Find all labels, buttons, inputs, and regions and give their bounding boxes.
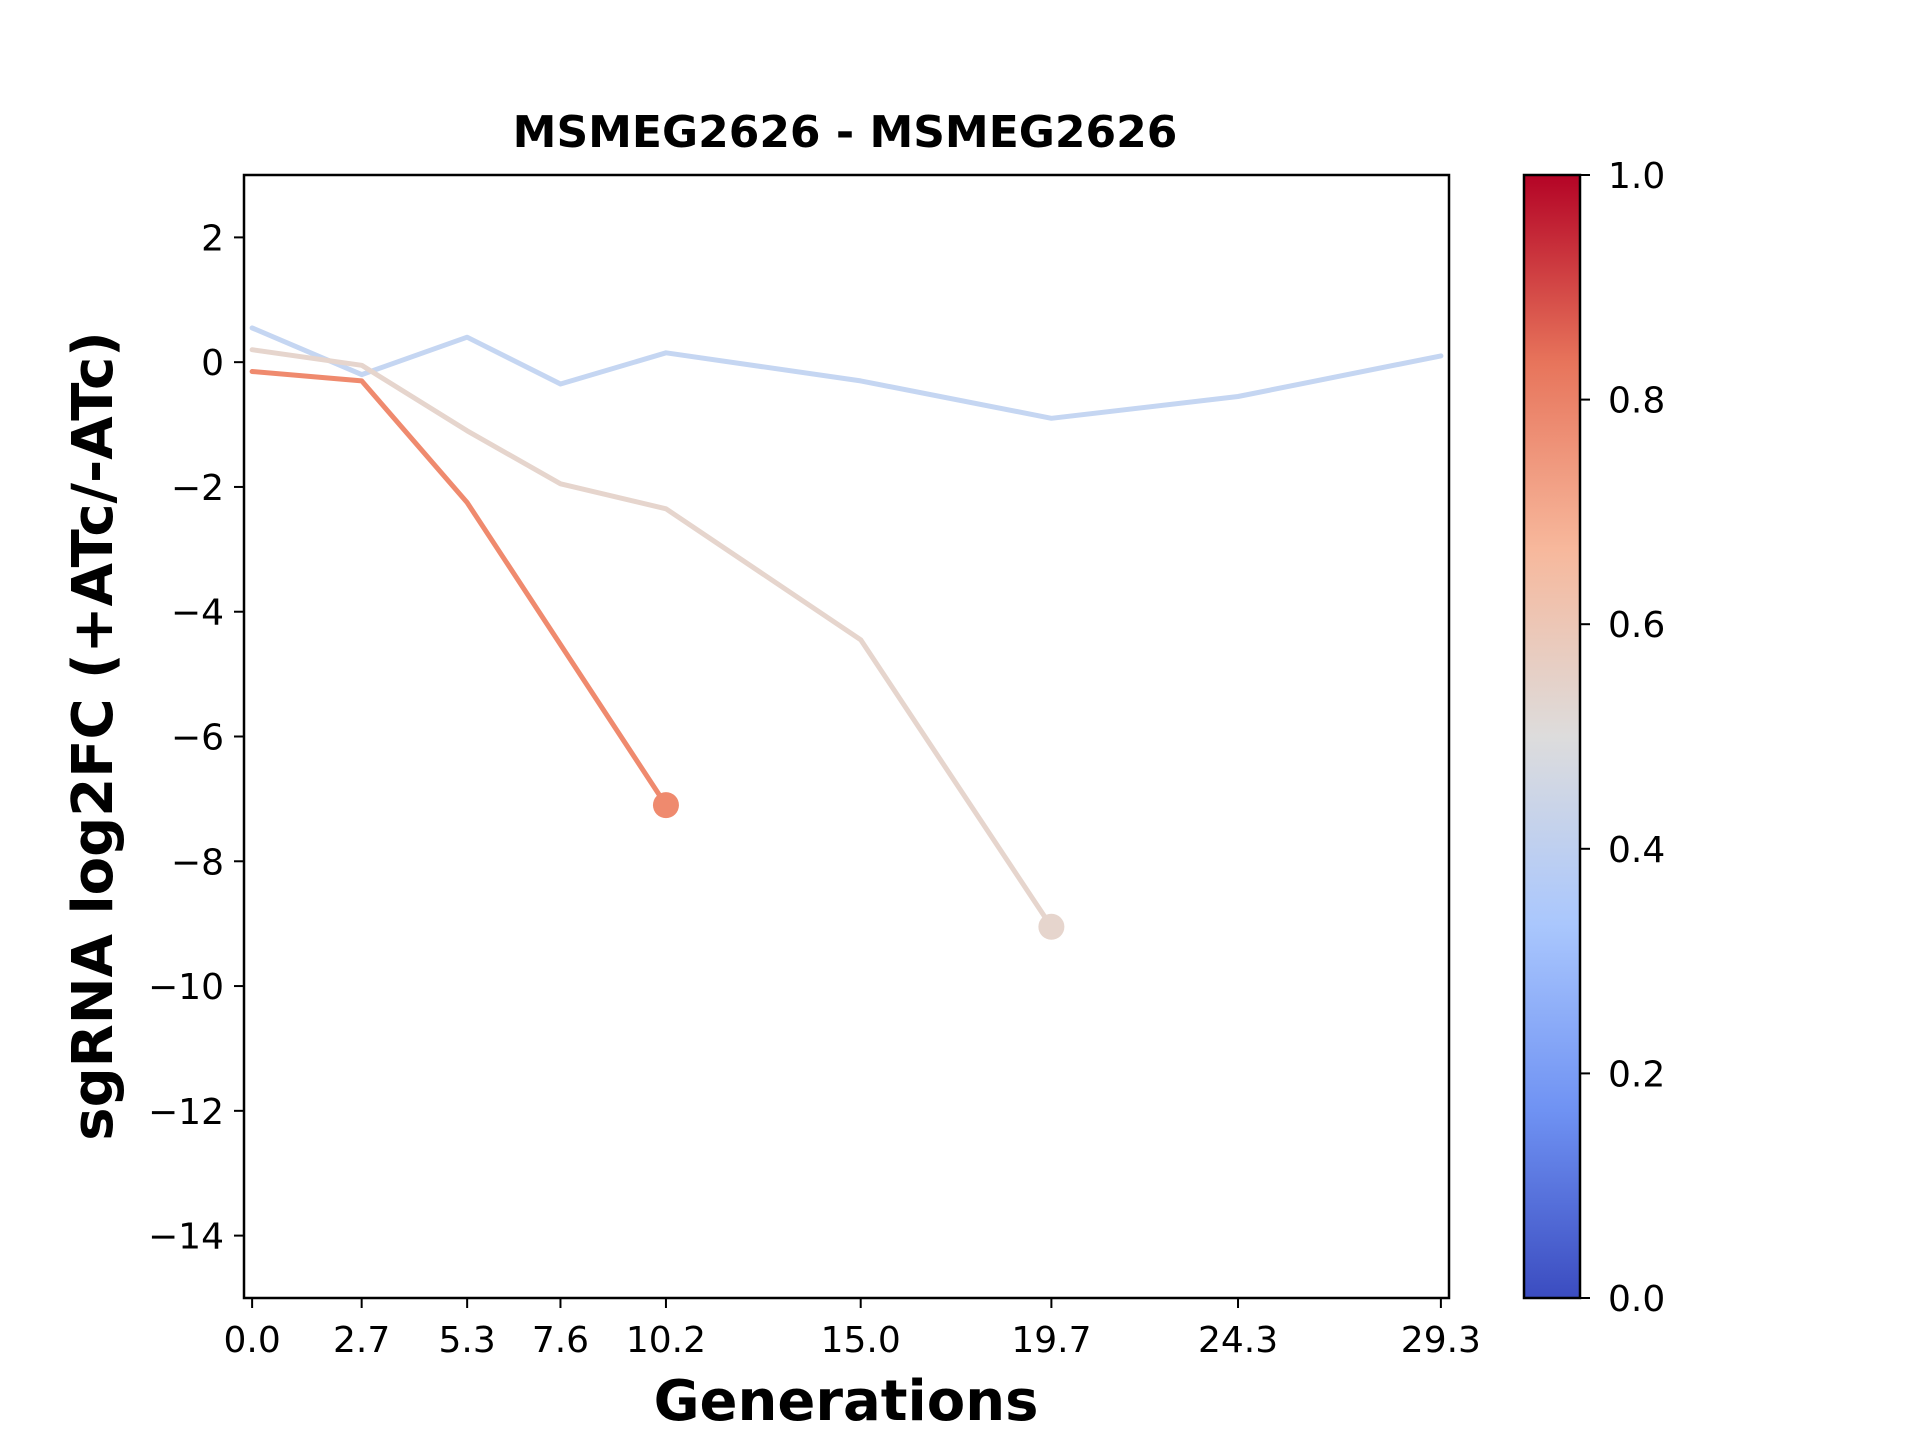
colorbar-tick-label: 0.4 — [1608, 830, 1665, 871]
colorbar-tick-label: 0.6 — [1608, 605, 1665, 646]
series-end-marker-2 — [1038, 913, 1065, 940]
series-end-marker-3 — [652, 792, 679, 819]
x-tick-label: 0.0 — [223, 1320, 280, 1361]
y-axis: 2 0 −2 −4 −6 −8 −10 −12 −14 — [148, 218, 244, 1258]
x-tick-label: 10.2 — [626, 1320, 706, 1361]
chart-title: MSMEG2626 - MSMEG2626 — [513, 107, 1178, 158]
plot-frame — [242, 173, 1451, 1300]
x-tick-label: 7.6 — [532, 1320, 589, 1361]
y-tick-label: −12 — [148, 1092, 224, 1133]
y-tick-label: −14 — [148, 1217, 224, 1258]
x-tick-label: 19.7 — [1011, 1320, 1091, 1361]
x-tick-label: 5.3 — [439, 1320, 496, 1361]
y-tick-label: 0 — [201, 343, 224, 384]
colorbar-axis: 0.0 0.2 0.4 0.6 0.8 1.0 — [1580, 156, 1665, 1320]
y-tick-label: −10 — [148, 967, 224, 1008]
colorbar-tick-label: 1.0 — [1608, 156, 1665, 197]
y-tick-label: 2 — [201, 218, 224, 259]
colorbar — [1522, 173, 1582, 1300]
x-tick-label: 24.3 — [1198, 1320, 1278, 1361]
series-line-2 — [249, 347, 1054, 930]
y-axis-label: sgRNA log2FC (+ATc/-ATc) — [61, 331, 126, 1141]
colorbar-tick-label: 0.2 — [1608, 1054, 1665, 1095]
x-tick-label: 15.0 — [821, 1320, 901, 1361]
series-line-1 — [249, 325, 1444, 421]
plot-series — [249, 325, 1444, 940]
y-tick-label: −8 — [171, 842, 224, 883]
y-tick-label: −4 — [171, 593, 224, 634]
y-tick-label: −6 — [171, 718, 224, 759]
colorbar-tick-label: 0.0 — [1608, 1279, 1665, 1320]
y-tick-label: −2 — [171, 468, 224, 509]
x-axis-label: Generations — [654, 1369, 1039, 1434]
x-tick-label: 2.7 — [333, 1320, 390, 1361]
x-axis: 0.0 2.7 5.3 7.6 10.2 15.0 19.7 24.3 29.3 — [223, 1298, 1481, 1361]
x-tick-label: 29.3 — [1401, 1320, 1481, 1361]
series-line-3 — [249, 369, 669, 808]
colorbar-tick-label: 0.8 — [1608, 381, 1665, 422]
